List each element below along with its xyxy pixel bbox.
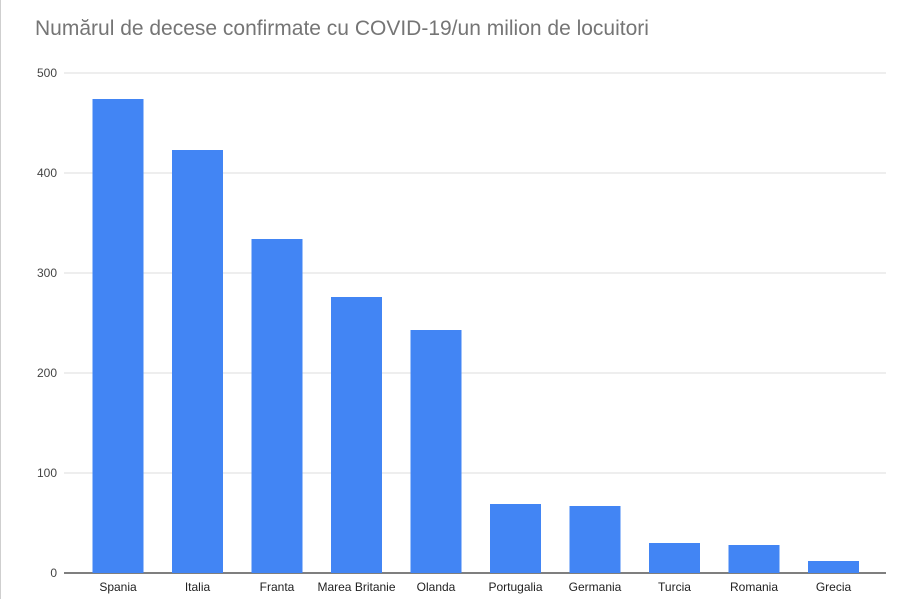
x-axis-labels: Spania Italia Franta Marea Britanie Olanda Po… xyxy=(99,580,851,594)
x-tick-label: Portugalia xyxy=(488,580,542,594)
chart-title: Numărul de decese confirmate cu COVID-19… xyxy=(35,17,649,40)
y-axis-ticks: 0 100 200 300 400 500 xyxy=(37,66,57,580)
bar-grecia[interactable] xyxy=(808,561,859,573)
bar-olanda[interactable] xyxy=(410,330,462,573)
x-tick-label: Marea Britanie xyxy=(317,580,395,594)
bar-spania[interactable] xyxy=(92,99,144,573)
y-tick-label: 100 xyxy=(37,466,57,480)
bars xyxy=(92,99,859,573)
x-tick-label: Germania xyxy=(569,580,622,594)
x-tick-label: Italia xyxy=(185,580,211,594)
x-tick-label: Spania xyxy=(99,580,137,594)
bar-germania[interactable] xyxy=(569,506,621,573)
x-tick-label: Turcia xyxy=(658,580,691,594)
bar-marea-britanie[interactable] xyxy=(331,297,382,573)
y-tick-label: 300 xyxy=(37,266,57,280)
x-tick-label: Grecia xyxy=(816,580,852,594)
bar-portugalia[interactable] xyxy=(490,504,541,573)
bar-italia[interactable] xyxy=(172,150,223,573)
y-tick-label: 500 xyxy=(37,66,57,80)
bar-franta[interactable] xyxy=(251,239,303,573)
left-border xyxy=(0,0,1,599)
y-tick-label: 200 xyxy=(37,366,57,380)
x-tick-label: Olanda xyxy=(417,580,456,594)
x-tick-label: Franta xyxy=(260,580,295,594)
y-tick-label: 400 xyxy=(37,166,57,180)
bar-turcia[interactable] xyxy=(649,543,700,573)
bar-romania[interactable] xyxy=(728,545,780,573)
y-tick-label: 0 xyxy=(50,566,57,580)
x-tick-label: Romania xyxy=(730,580,778,594)
